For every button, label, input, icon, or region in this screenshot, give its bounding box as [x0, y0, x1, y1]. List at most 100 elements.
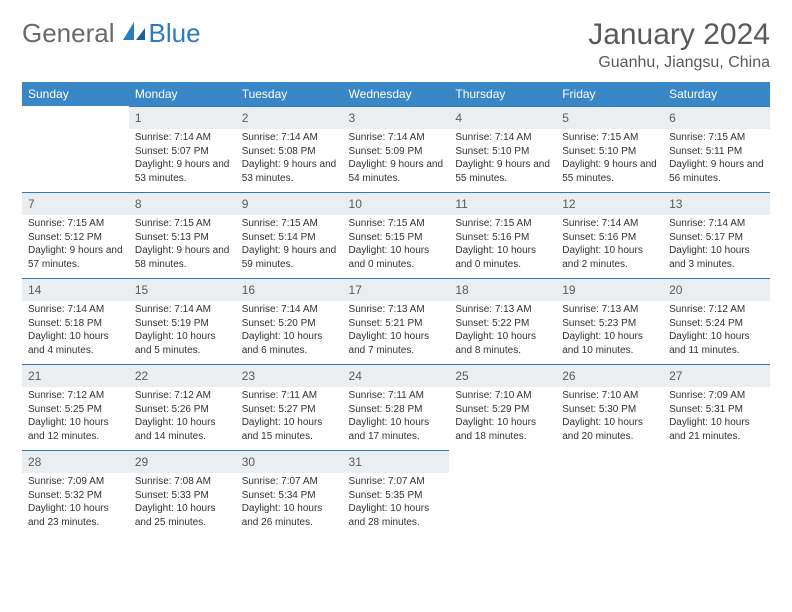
day-number: 1: [129, 106, 236, 129]
calendar-table: Sunday Monday Tuesday Wednesday Thursday…: [22, 82, 770, 536]
day-number: 9: [236, 192, 343, 215]
day-details: Sunrise: 7:13 AMSunset: 5:22 PMDaylight:…: [449, 301, 556, 363]
day-number: 31: [343, 450, 450, 473]
calendar-day-cell: 12Sunrise: 7:14 AMSunset: 5:16 PMDayligh…: [556, 192, 663, 278]
day-details: Sunrise: 7:15 AMSunset: 5:15 PMDaylight:…: [343, 215, 450, 277]
calendar-day-cell: 1Sunrise: 7:14 AMSunset: 5:07 PMDaylight…: [129, 106, 236, 192]
day-number: 10: [343, 192, 450, 215]
day-details: Sunrise: 7:11 AMSunset: 5:28 PMDaylight:…: [343, 387, 450, 449]
calendar-week-row: 21Sunrise: 7:12 AMSunset: 5:25 PMDayligh…: [22, 364, 770, 450]
day-details: Sunrise: 7:14 AMSunset: 5:09 PMDaylight:…: [343, 129, 450, 191]
day-number: 24: [343, 364, 450, 387]
day-number: 7: [22, 192, 129, 215]
calendar-day-cell: 23Sunrise: 7:11 AMSunset: 5:27 PMDayligh…: [236, 364, 343, 450]
day-details: Sunrise: 7:07 AMSunset: 5:34 PMDaylight:…: [236, 473, 343, 535]
day-number: 28: [22, 450, 129, 473]
calendar-day-cell: 30Sunrise: 7:07 AMSunset: 5:34 PMDayligh…: [236, 450, 343, 536]
page-header: General Blue January 2024 Guanhu, Jiangs…: [22, 18, 770, 72]
calendar-day-cell: 13Sunrise: 7:14 AMSunset: 5:17 PMDayligh…: [663, 192, 770, 278]
title-block: January 2024 Guanhu, Jiangsu, China: [588, 18, 770, 72]
day-details: Sunrise: 7:14 AMSunset: 5:08 PMDaylight:…: [236, 129, 343, 191]
day-number: 5: [556, 106, 663, 129]
weekday-header: Saturday: [663, 82, 770, 106]
calendar-day-cell: 21Sunrise: 7:12 AMSunset: 5:25 PMDayligh…: [22, 364, 129, 450]
day-number: 23: [236, 364, 343, 387]
calendar-day-cell: 11Sunrise: 7:15 AMSunset: 5:16 PMDayligh…: [449, 192, 556, 278]
day-details: Sunrise: 7:13 AMSunset: 5:21 PMDaylight:…: [343, 301, 450, 363]
calendar-day-cell: 7Sunrise: 7:15 AMSunset: 5:12 PMDaylight…: [22, 192, 129, 278]
day-number: 8: [129, 192, 236, 215]
calendar-day-cell: 26Sunrise: 7:10 AMSunset: 5:30 PMDayligh…: [556, 364, 663, 450]
day-number: 22: [129, 364, 236, 387]
day-number: 11: [449, 192, 556, 215]
brand-part2: Blue: [149, 18, 201, 49]
day-number: 16: [236, 278, 343, 301]
day-details: Sunrise: 7:15 AMSunset: 5:14 PMDaylight:…: [236, 215, 343, 277]
calendar-body: 1Sunrise: 7:14 AMSunset: 5:07 PMDaylight…: [22, 106, 770, 536]
day-number: 25: [449, 364, 556, 387]
day-details: Sunrise: 7:12 AMSunset: 5:25 PMDaylight:…: [22, 387, 129, 449]
day-number: 12: [556, 192, 663, 215]
day-details: Sunrise: 7:14 AMSunset: 5:18 PMDaylight:…: [22, 301, 129, 363]
day-details: Sunrise: 7:12 AMSunset: 5:26 PMDaylight:…: [129, 387, 236, 449]
brand-part1: General: [22, 18, 115, 49]
weekday-header: Friday: [556, 82, 663, 106]
calendar-day-cell: 10Sunrise: 7:15 AMSunset: 5:15 PMDayligh…: [343, 192, 450, 278]
day-number: 27: [663, 364, 770, 387]
day-details: Sunrise: 7:14 AMSunset: 5:07 PMDaylight:…: [129, 129, 236, 191]
day-details: Sunrise: 7:11 AMSunset: 5:27 PMDaylight:…: [236, 387, 343, 449]
calendar-day-cell: 22Sunrise: 7:12 AMSunset: 5:26 PMDayligh…: [129, 364, 236, 450]
calendar-day-cell: 31Sunrise: 7:07 AMSunset: 5:35 PMDayligh…: [343, 450, 450, 536]
calendar-week-row: 1Sunrise: 7:14 AMSunset: 5:07 PMDaylight…: [22, 106, 770, 192]
weekday-header: Tuesday: [236, 82, 343, 106]
day-details: Sunrise: 7:14 AMSunset: 5:10 PMDaylight:…: [449, 129, 556, 191]
weekday-header: Thursday: [449, 82, 556, 106]
day-details: Sunrise: 7:15 AMSunset: 5:16 PMDaylight:…: [449, 215, 556, 277]
day-details: Sunrise: 7:15 AMSunset: 5:13 PMDaylight:…: [129, 215, 236, 277]
calendar-day-cell: [22, 106, 129, 192]
weekday-header: Monday: [129, 82, 236, 106]
day-number: 2: [236, 106, 343, 129]
day-details: Sunrise: 7:13 AMSunset: 5:23 PMDaylight:…: [556, 301, 663, 363]
calendar-week-row: 7Sunrise: 7:15 AMSunset: 5:12 PMDaylight…: [22, 192, 770, 278]
calendar-day-cell: 9Sunrise: 7:15 AMSunset: 5:14 PMDaylight…: [236, 192, 343, 278]
day-number: 4: [449, 106, 556, 129]
calendar-week-row: 14Sunrise: 7:14 AMSunset: 5:18 PMDayligh…: [22, 278, 770, 364]
calendar-day-cell: 3Sunrise: 7:14 AMSunset: 5:09 PMDaylight…: [343, 106, 450, 192]
day-details: Sunrise: 7:09 AMSunset: 5:32 PMDaylight:…: [22, 473, 129, 535]
weekday-header: Sunday: [22, 82, 129, 106]
day-details: Sunrise: 7:15 AMSunset: 5:11 PMDaylight:…: [663, 129, 770, 191]
brand-sail-icon: [121, 20, 147, 47]
day-details: Sunrise: 7:14 AMSunset: 5:16 PMDaylight:…: [556, 215, 663, 277]
day-number: 26: [556, 364, 663, 387]
day-details: Sunrise: 7:07 AMSunset: 5:35 PMDaylight:…: [343, 473, 450, 535]
day-number: 17: [343, 278, 450, 301]
day-number: 14: [22, 278, 129, 301]
day-details: Sunrise: 7:12 AMSunset: 5:24 PMDaylight:…: [663, 301, 770, 363]
location-text: Guanhu, Jiangsu, China: [588, 54, 770, 72]
day-details: Sunrise: 7:15 AMSunset: 5:12 PMDaylight:…: [22, 215, 129, 277]
day-details: Sunrise: 7:10 AMSunset: 5:29 PMDaylight:…: [449, 387, 556, 449]
day-details: Sunrise: 7:08 AMSunset: 5:33 PMDaylight:…: [129, 473, 236, 535]
calendar-day-cell: 16Sunrise: 7:14 AMSunset: 5:20 PMDayligh…: [236, 278, 343, 364]
weekday-header-row: Sunday Monday Tuesday Wednesday Thursday…: [22, 82, 770, 106]
day-number: 29: [129, 450, 236, 473]
calendar-day-cell: [556, 450, 663, 536]
calendar-day-cell: [663, 450, 770, 536]
calendar-day-cell: 20Sunrise: 7:12 AMSunset: 5:24 PMDayligh…: [663, 278, 770, 364]
brand-logo: General Blue: [22, 18, 201, 49]
calendar-day-cell: 4Sunrise: 7:14 AMSunset: 5:10 PMDaylight…: [449, 106, 556, 192]
day-details: Sunrise: 7:14 AMSunset: 5:20 PMDaylight:…: [236, 301, 343, 363]
calendar-day-cell: 6Sunrise: 7:15 AMSunset: 5:11 PMDaylight…: [663, 106, 770, 192]
day-number: 20: [663, 278, 770, 301]
calendar-day-cell: 24Sunrise: 7:11 AMSunset: 5:28 PMDayligh…: [343, 364, 450, 450]
calendar-day-cell: 18Sunrise: 7:13 AMSunset: 5:22 PMDayligh…: [449, 278, 556, 364]
day-number: 13: [663, 192, 770, 215]
month-title: January 2024: [588, 18, 770, 52]
weekday-header: Wednesday: [343, 82, 450, 106]
day-number: 6: [663, 106, 770, 129]
day-number: 18: [449, 278, 556, 301]
calendar-day-cell: 8Sunrise: 7:15 AMSunset: 5:13 PMDaylight…: [129, 192, 236, 278]
calendar-day-cell: 29Sunrise: 7:08 AMSunset: 5:33 PMDayligh…: [129, 450, 236, 536]
calendar-day-cell: 17Sunrise: 7:13 AMSunset: 5:21 PMDayligh…: [343, 278, 450, 364]
